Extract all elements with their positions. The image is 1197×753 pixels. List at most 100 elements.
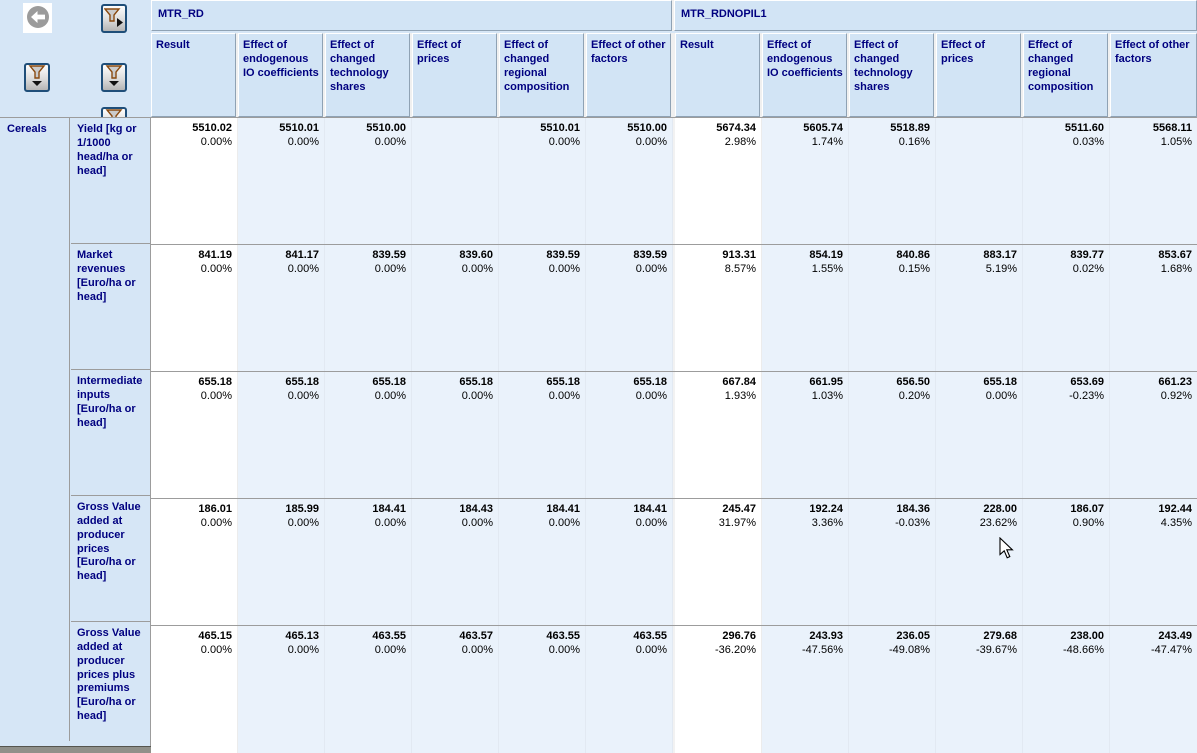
filter-row-button[interactable] [24, 63, 50, 92]
cell-percent: -49.08% [889, 644, 930, 656]
column-header[interactable]: Effect of changed technology shares [849, 33, 934, 117]
data-cell[interactable]: 236.05 -49.08% [849, 626, 936, 753]
data-cell[interactable]: 463.57 0.00% [412, 626, 499, 753]
column-group-mtr-rd[interactable]: MTR_RD [151, 0, 672, 31]
data-cell[interactable]: 655.18 0.00% [412, 372, 499, 498]
data-cell[interactable]: 840.86 0.15% [849, 245, 936, 371]
data-cell[interactable]: 465.13 0.00% [238, 626, 325, 753]
cell-value: 186.01 [198, 503, 232, 515]
data-cell[interactable]: 228.00 23.62% [936, 499, 1023, 625]
data-cell[interactable]: 184.36 -0.03% [849, 499, 936, 625]
cell-percent: 5.19% [985, 263, 1017, 275]
data-cell[interactable]: 839.77 0.02% [1023, 245, 1110, 371]
data-cell[interactable]: 184.41 0.00% [499, 499, 586, 625]
data-cell[interactable] [412, 118, 499, 244]
data-cell[interactable]: 192.44 4.35% [1110, 499, 1197, 625]
data-cell[interactable]: 5518.89 0.16% [849, 118, 936, 244]
data-cell[interactable]: 186.07 0.90% [1023, 499, 1110, 625]
column-header[interactable]: Effect of other factors [1110, 33, 1197, 117]
data-cell[interactable]: 238.00 -48.66% [1023, 626, 1110, 753]
data-cell[interactable]: 655.18 0.00% [325, 372, 412, 498]
data-cell[interactable]: 465.15 0.00% [151, 626, 238, 753]
data-cell[interactable]: 839.60 0.00% [412, 245, 499, 371]
data-cell[interactable]: 655.18 0.00% [586, 372, 673, 498]
column-header[interactable]: Effect of changed technology shares [325, 33, 410, 117]
column-header[interactable]: Effect of other factors [586, 33, 671, 117]
filter-clipped-button[interactable] [101, 107, 127, 117]
cell-value: 186.07 [1070, 503, 1104, 515]
data-cell[interactable]: 667.84 1.93% [675, 372, 762, 498]
data-cell[interactable]: 463.55 0.00% [499, 626, 586, 753]
data-cell[interactable] [936, 118, 1023, 244]
data-cell[interactable]: 883.17 5.19% [936, 245, 1023, 371]
cell-percent: 0.00% [548, 644, 580, 656]
row-group-label[interactable]: Cereals [0, 118, 70, 741]
row-label[interactable]: Yield [kg or 1/1000 head/ha or head] [71, 118, 150, 243]
data-cell[interactable]: 245.47 31.97% [675, 499, 762, 625]
cell-value: 655.18 [198, 376, 232, 388]
data-cell[interactable]: 192.24 3.36% [762, 499, 849, 625]
data-cell[interactable]: 853.67 1.68% [1110, 245, 1197, 371]
cell-value: 839.60 [459, 249, 493, 261]
column-header[interactable]: Effect of changed regional composition [1023, 33, 1108, 117]
column-header[interactable]: Effect of prices [412, 33, 497, 117]
data-cell[interactable]: 655.18 0.00% [936, 372, 1023, 498]
row-label[interactable]: Gross Value added at producer prices plu… [71, 622, 150, 747]
data-cell[interactable]: 661.23 0.92% [1110, 372, 1197, 498]
filter-column-button[interactable] [101, 4, 127, 33]
column-header[interactable]: Effect of changed regional composition [499, 33, 584, 117]
data-cell[interactable]: 5510.01 0.00% [238, 118, 325, 244]
data-cell[interactable]: 5568.11 1.05% [1110, 118, 1197, 244]
data-cell[interactable]: 463.55 0.00% [325, 626, 412, 753]
data-cell[interactable]: 243.93 -47.56% [762, 626, 849, 753]
data-cell[interactable]: 463.55 0.00% [586, 626, 673, 753]
data-cell[interactable]: 841.17 0.00% [238, 245, 325, 371]
cell-percent: 0.90% [1072, 517, 1104, 529]
row-label[interactable]: Market revenues [Euro/ha or head] [71, 244, 150, 369]
cell-percent: 1.93% [724, 390, 756, 402]
data-cell[interactable]: 839.59 0.00% [499, 245, 586, 371]
data-cell[interactable]: 841.19 0.00% [151, 245, 238, 371]
data-cell[interactable]: 5674.34 2.98% [675, 118, 762, 244]
data-cell[interactable]: 5511.60 0.03% [1023, 118, 1110, 244]
data-cell[interactable]: 186.01 0.00% [151, 499, 238, 625]
data-cell[interactable]: 5605.74 1.74% [762, 118, 849, 244]
cell-percent: 0.16% [898, 136, 930, 148]
data-cell[interactable]: 655.18 0.00% [499, 372, 586, 498]
data-cell[interactable]: 184.41 0.00% [586, 499, 673, 625]
data-cell[interactable]: 279.68 -39.67% [936, 626, 1023, 753]
data-cell[interactable]: 184.43 0.00% [412, 499, 499, 625]
column-group-mtr-rdnopil1[interactable]: MTR_RDNOPIL1 [674, 0, 1197, 31]
data-cell[interactable]: 243.49 -47.47% [1110, 626, 1197, 753]
data-cell[interactable]: 653.69 -0.23% [1023, 372, 1110, 498]
data-cell[interactable]: 5510.00 0.00% [325, 118, 412, 244]
row-label[interactable]: Gross Value added at producer prices [Eu… [71, 496, 150, 621]
data-cell[interactable]: 655.18 0.00% [151, 372, 238, 498]
data-cell[interactable]: 185.99 0.00% [238, 499, 325, 625]
column-header[interactable]: Effect of prices [936, 33, 1021, 117]
column-header[interactable]: Effect of endogenous IO coefficients [762, 33, 847, 117]
data-cell[interactable]: 5510.01 0.00% [499, 118, 586, 244]
data-cell[interactable]: 913.31 8.57% [675, 245, 762, 371]
data-cell[interactable]: 661.95 1.03% [762, 372, 849, 498]
filter-table-button[interactable] [101, 63, 127, 92]
header-corner-panel [0, 0, 151, 117]
data-cell[interactable]: 184.41 0.00% [325, 499, 412, 625]
data-cell[interactable]: 296.76 -36.20% [675, 626, 762, 753]
data-cell[interactable]: 656.50 0.20% [849, 372, 936, 498]
data-cell[interactable]: 655.18 0.00% [238, 372, 325, 498]
data-cell[interactable]: 5510.02 0.00% [151, 118, 238, 244]
row-label[interactable]: Intermediate inputs [Euro/ha or head] [71, 370, 150, 495]
column-header[interactable]: Effect of endogenous IO coefficients [238, 33, 323, 117]
cell-percent: 0.03% [1072, 136, 1104, 148]
column-header[interactable]: Result [675, 33, 760, 117]
data-cell[interactable]: 839.59 0.00% [586, 245, 673, 371]
data-cell[interactable]: 839.59 0.00% [325, 245, 412, 371]
back-button[interactable] [23, 3, 52, 33]
data-cell[interactable]: 854.19 1.55% [762, 245, 849, 371]
cell-value: 655.18 [546, 376, 580, 388]
cell-percent: 0.00% [287, 263, 319, 275]
column-header[interactable]: Result [151, 33, 236, 117]
data-cell[interactable]: 5510.00 0.00% [586, 118, 673, 244]
cell-percent: -39.67% [976, 644, 1017, 656]
